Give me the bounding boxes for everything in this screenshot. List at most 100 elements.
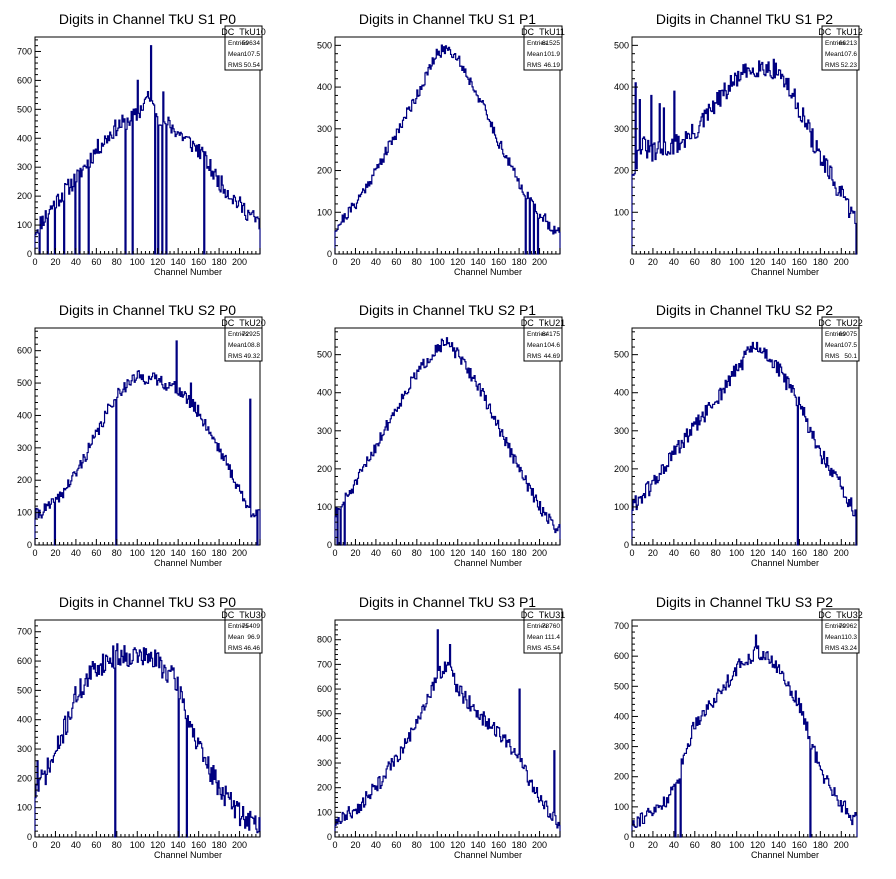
- y-tick-label: 0: [327, 540, 332, 550]
- x-tick-label: 80: [112, 257, 122, 267]
- stats-value: 44.69: [544, 353, 561, 360]
- stats-key: RMS: [228, 353, 243, 360]
- x-tick-label: 120: [150, 548, 165, 558]
- x-tick-label: 60: [391, 840, 401, 850]
- x-tick-label: 200: [532, 257, 547, 267]
- x-tick-label: 40: [371, 548, 381, 558]
- x-tick-label: 100: [430, 548, 445, 558]
- y-tick-label: 300: [17, 443, 32, 453]
- x-tick-label: 80: [412, 548, 422, 558]
- x-tick-label: 200: [532, 840, 547, 850]
- y-tick-label: 300: [17, 162, 32, 172]
- stats-key: Entries: [228, 331, 249, 338]
- stats-value: 69075: [839, 331, 857, 338]
- x-tick-label: 140: [471, 257, 486, 267]
- plot-frame: [34, 619, 261, 838]
- x-tick-label: 140: [171, 257, 186, 267]
- x-tick-label: 100: [130, 840, 145, 850]
- stats-key: Entries: [228, 623, 249, 630]
- chart-title: Digits in Channel TkU S2 P2: [656, 302, 833, 318]
- x-tick-label: 180: [212, 840, 227, 850]
- x-tick-label: 60: [391, 257, 401, 267]
- x-tick-label: 160: [191, 840, 206, 850]
- x-tick-label: 60: [91, 840, 101, 850]
- plot-frame: [631, 327, 858, 546]
- x-tick-label: 40: [71, 840, 81, 850]
- stats-key: Mean: [825, 634, 842, 641]
- stats-key: RMS: [527, 645, 542, 652]
- x-tick-label: 0: [32, 257, 37, 267]
- x-tick-label: 20: [50, 548, 60, 558]
- histogram-panel: Digits in Channel TkU S1 P2 0 20 40 60 80 100 1…: [614, 11, 863, 277]
- x-tick-label: 180: [512, 257, 527, 267]
- x-tick-label: 20: [350, 548, 360, 558]
- x-tick-label: 60: [391, 548, 401, 558]
- stats-key: Mean: [825, 342, 842, 349]
- x-tick-label: 20: [350, 257, 360, 267]
- y-tick-label: 700: [317, 659, 332, 669]
- histogram-panel: Digits in Channel TkU S3 P0 0 20 40 60 80 100 1…: [17, 594, 266, 860]
- stats-key: RMS: [825, 62, 840, 69]
- x-tick-label: 100: [729, 257, 744, 267]
- stats-value: 49.32: [244, 353, 261, 360]
- stats-value: 108.8: [244, 342, 261, 349]
- x-tick-label: 140: [171, 840, 186, 850]
- x-tick-label: 180: [813, 548, 828, 558]
- x-tick-label: 140: [171, 548, 186, 558]
- x-tick-label: 20: [50, 840, 60, 850]
- x-tick-label: 180: [813, 840, 828, 850]
- x-tick-label: 140: [471, 840, 486, 850]
- y-tick-label: 500: [614, 350, 629, 360]
- histogram-line: [334, 629, 561, 837]
- stats-key: Mean: [228, 342, 245, 349]
- stats-key: RMS: [228, 645, 243, 652]
- x-tick-label: 200: [232, 548, 247, 558]
- stats-key: Mean: [228, 634, 245, 641]
- plot-frame: [334, 327, 561, 546]
- stats-value: 59634: [242, 40, 260, 47]
- y-tick-label: 100: [614, 207, 629, 217]
- x-tick-label: 0: [629, 548, 634, 558]
- stats-box-frame: [821, 608, 860, 654]
- stats-key: RMS: [527, 62, 542, 69]
- y-tick-label: 200: [317, 783, 332, 793]
- histogram-panel: Digits in Channel TkU S2 P2 0 20 40 60 80 100 1…: [614, 302, 863, 568]
- y-tick-label: 700: [17, 46, 32, 56]
- stats-value: 64175: [542, 331, 560, 338]
- x-tick-label: 120: [750, 548, 765, 558]
- x-tick-label: 0: [332, 548, 337, 558]
- x-tick-label: 120: [450, 548, 465, 558]
- stats-value: 111.4: [545, 634, 561, 641]
- y-tick-label: 0: [327, 832, 332, 842]
- y-tick-label: 600: [17, 656, 32, 666]
- y-tick-label: 200: [17, 191, 32, 201]
- histogram-line: [631, 58, 857, 255]
- x-tick-label: 200: [232, 257, 247, 267]
- stats-value: 61525: [542, 40, 560, 47]
- x-tick-label: 120: [750, 257, 765, 267]
- x-tick-label: 40: [669, 548, 679, 558]
- y-tick-label: 0: [27, 832, 32, 842]
- x-tick-label: 80: [711, 840, 721, 850]
- y-tick-label: 500: [317, 709, 332, 719]
- y-tick-label: 400: [17, 133, 32, 143]
- x-tick-label: 0: [629, 840, 634, 850]
- chart-title: Digits in Channel TkU S3 P0: [59, 594, 236, 610]
- y-tick-label: 400: [614, 82, 629, 92]
- x-tick-label: 20: [648, 548, 658, 558]
- stats-box-frame: [224, 608, 263, 654]
- y-tick-label: 500: [17, 104, 32, 114]
- x-axis-label: Channel Number: [154, 558, 222, 568]
- histogram-line: [34, 643, 261, 838]
- y-tick-label: 100: [17, 220, 32, 230]
- x-tick-label: 40: [71, 257, 81, 267]
- stats-value: 107.5: [841, 342, 858, 349]
- stats-box-frame: [224, 316, 263, 362]
- chart-title: Digits in Channel TkU S1 P1: [359, 11, 536, 27]
- x-tick-label: 100: [130, 548, 145, 558]
- y-tick-label: 300: [317, 426, 332, 436]
- x-tick-label: 160: [491, 840, 506, 850]
